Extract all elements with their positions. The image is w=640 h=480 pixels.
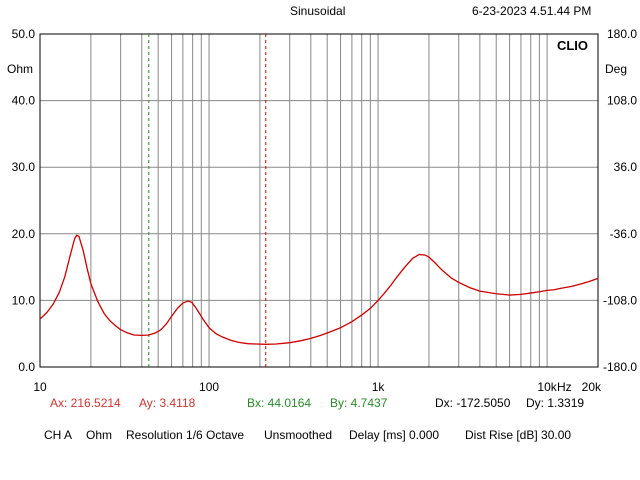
delta-x-readout: Dx: -172.5050 [435, 396, 511, 410]
left-unit-label: Ohm [7, 62, 33, 76]
right-tick-label: -36.0 [610, 227, 638, 241]
smoothing-label: Unsmoothed [264, 428, 333, 442]
x-unit-label: Hz [557, 380, 572, 394]
dist-rise-label: Dist Rise [dB] 30.00 [465, 428, 572, 442]
x-tick-label: 100 [199, 380, 219, 394]
x-tick-label: 10k [537, 380, 557, 394]
left-tick-label: 20.0 [12, 227, 36, 241]
impedance-curve [39, 234, 599, 345]
left-tick-label: 50.0 [12, 27, 36, 41]
right-tick-label: 36.0 [614, 160, 638, 174]
cursor-b-y-readout: By: 4.7437 [330, 396, 388, 410]
right-tick-label: 108.0 [607, 94, 637, 108]
left-tick-label: 30.0 [12, 160, 36, 174]
right-unit-label: Deg [605, 62, 627, 76]
x-tick-label: 1k [372, 380, 386, 394]
resolution-label: Resolution 1/6 Octave [126, 428, 245, 442]
left-tick-label: 10.0 [12, 293, 36, 307]
x-tick-label: 20k [582, 380, 602, 394]
delay-label: Delay [ms] 0.000 [349, 428, 440, 442]
right-tick-label: -180.0 [603, 360, 637, 374]
cursor-b-x-readout: Bx: 44.0164 [247, 396, 312, 410]
delta-y-readout: Dy: 1.3319 [526, 396, 585, 410]
chart-title: Sinusoidal [290, 4, 346, 18]
timestamp: 6-23-2023 4.51.44 PM [472, 4, 592, 18]
right-tick-label: 180.0 [607, 27, 637, 41]
right-tick-label: -108.0 [603, 293, 637, 307]
plot-border [39, 33, 599, 368]
cursor-a-y-readout: Ay: 3.4118 [139, 396, 196, 410]
unit-label: Ohm [86, 428, 113, 442]
left-tick-label: 0.0 [18, 360, 35, 374]
channel-label: CH A [44, 428, 73, 442]
cursor-a-x-readout: Ax: 216.5214 [50, 396, 121, 410]
brand-label: CLIO [557, 38, 588, 53]
left-tick-label: 40.0 [12, 94, 36, 108]
x-tick-label: 10 [33, 380, 47, 394]
